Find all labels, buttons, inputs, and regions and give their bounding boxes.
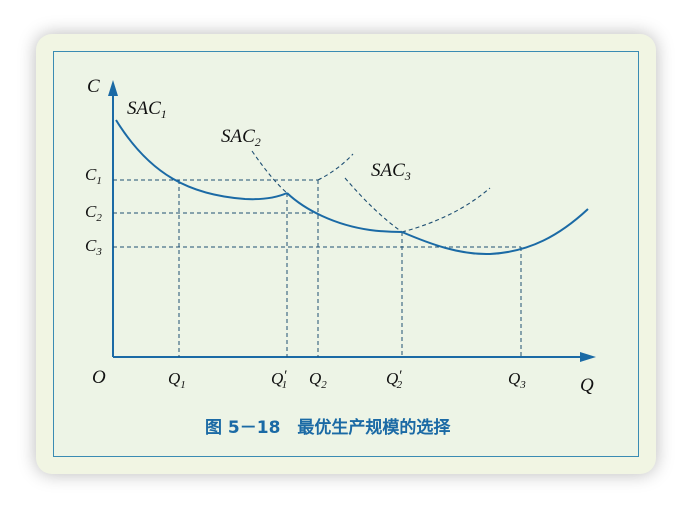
sac3-label: SAC3 <box>371 160 411 183</box>
x-axis-arrow-icon <box>580 352 596 362</box>
sac3-left-dashed <box>344 177 403 233</box>
axes <box>112 90 585 358</box>
figure-card <box>36 34 656 474</box>
curve-dashed-parts <box>251 150 491 233</box>
q3-label: Q3 <box>508 369 526 391</box>
sac1-solid <box>115 119 288 201</box>
sac2-solid <box>286 192 403 233</box>
figure-frame <box>53 51 639 457</box>
q1-prime-label: Q′ 1 <box>271 368 287 391</box>
c3-label: C3 <box>85 236 102 258</box>
y-axis-arrow-icon <box>108 80 118 96</box>
c1-label: C1 <box>85 165 102 187</box>
q1-label: Q1 <box>168 369 186 391</box>
y-axis-label: C <box>87 76 100 97</box>
sac2-label: SAC2 <box>221 126 261 149</box>
sac2-left-dashed <box>251 150 288 194</box>
origin-label: O <box>92 367 106 388</box>
guide-lines <box>113 179 522 357</box>
sac3-solid <box>401 208 589 256</box>
c2-label: C2 <box>85 202 102 224</box>
q2-label: Q2 <box>309 369 327 391</box>
sac1-label: SAC1 <box>127 98 167 121</box>
x-axis-label: Q <box>580 375 594 396</box>
figure-caption: 图 5－18 最优生产规模的选择 <box>205 417 451 438</box>
sac3-right-dashed <box>401 187 491 233</box>
q2-prime-label: Q′ 2 <box>386 368 403 391</box>
sac2-right-dashed <box>317 153 354 181</box>
curve-solid-parts <box>115 119 589 256</box>
